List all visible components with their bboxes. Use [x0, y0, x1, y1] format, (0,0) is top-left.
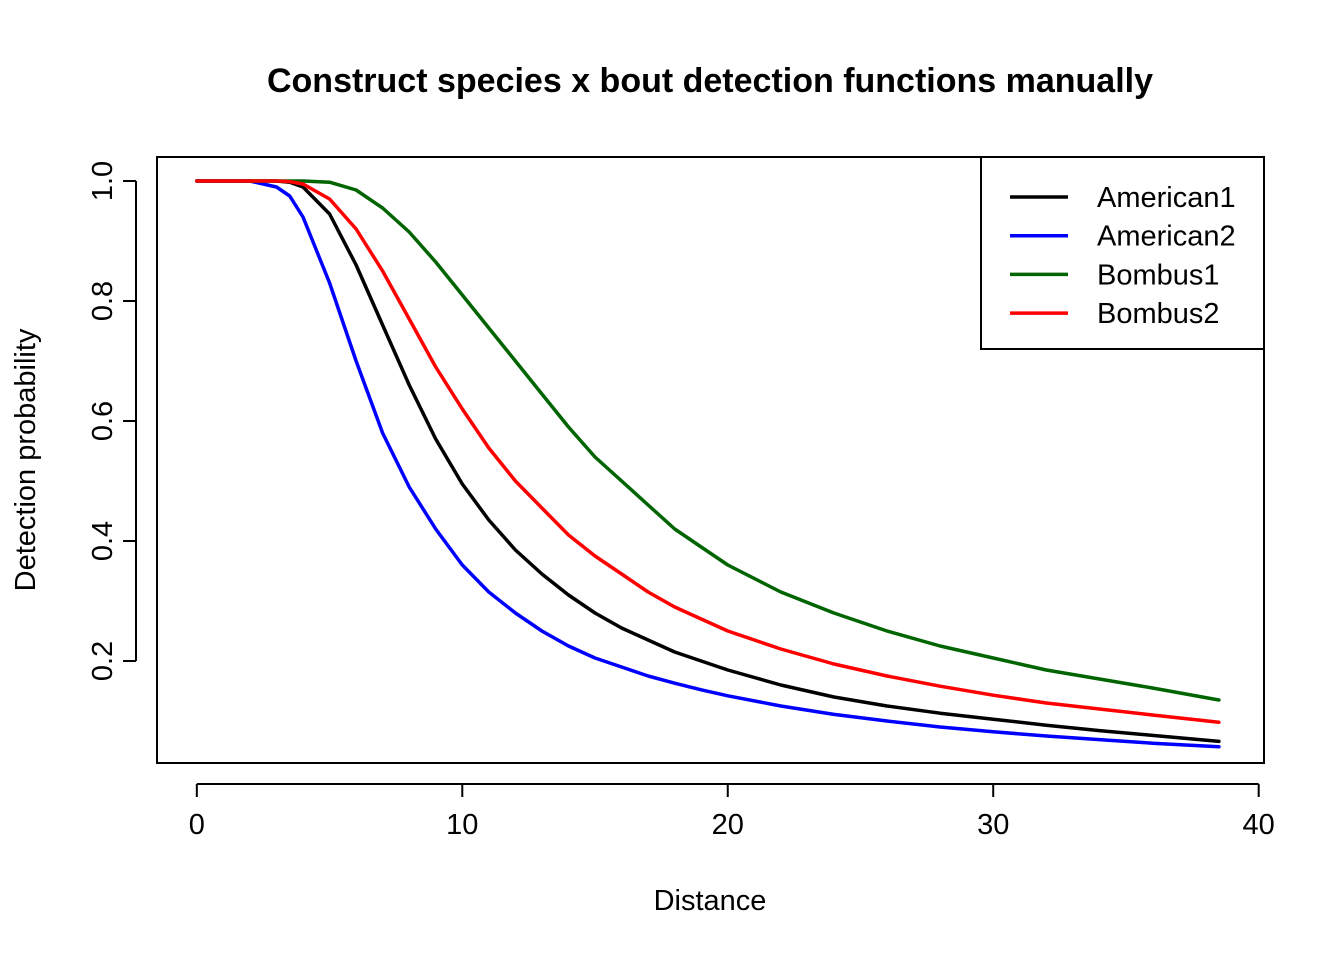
y-ticks: 0.2 0.4 0.6 0.8 1.0: [87, 161, 136, 681]
y-tick-label: 1.0: [87, 161, 119, 201]
x-tick-label: 10: [446, 809, 478, 841]
series-lines: [195, 179, 1221, 749]
y-axis-label: Detection probability: [10, 328, 42, 591]
y-tick-label: 0.6: [87, 401, 119, 441]
y-tick-label: 0.2: [87, 641, 119, 681]
series-line-american1: [195, 179, 1221, 744]
legend-items: American1 American2 Bombus1 Bombus2: [1010, 182, 1236, 330]
chart-title: Construct species x bout detection funct…: [267, 62, 1153, 100]
plot-frame: [156, 156, 1265, 764]
legend-label: Bombus2: [1097, 298, 1220, 330]
x-tick-label: 0: [189, 809, 205, 841]
x-ticks: 0 10 20 30 40: [189, 784, 1275, 841]
x-axis-label: Distance: [654, 885, 767, 917]
y-tick-label: 0.4: [87, 521, 119, 561]
legend: American1 American2 Bombus1 Bombus2: [980, 156, 1265, 350]
x-tick-label: 40: [1243, 809, 1275, 841]
x-tick-label: 20: [712, 809, 744, 841]
series-line-bombus1: [195, 179, 1221, 702]
y-axis: 0.2 0.4 0.6 0.8 1.0: [87, 161, 137, 681]
y-tick-label: 0.8: [87, 281, 119, 321]
legend-label: American2: [1097, 221, 1236, 253]
legend-label: American1: [1097, 182, 1236, 214]
x-tick-label: 30: [977, 809, 1009, 841]
legend-label: Bombus1: [1097, 259, 1220, 291]
series-line-bombus2: [195, 179, 1221, 724]
x-axis: 0 10 20 30 40: [189, 783, 1275, 841]
series-line-american2: [195, 179, 1221, 749]
legend-box: [980, 156, 1265, 350]
